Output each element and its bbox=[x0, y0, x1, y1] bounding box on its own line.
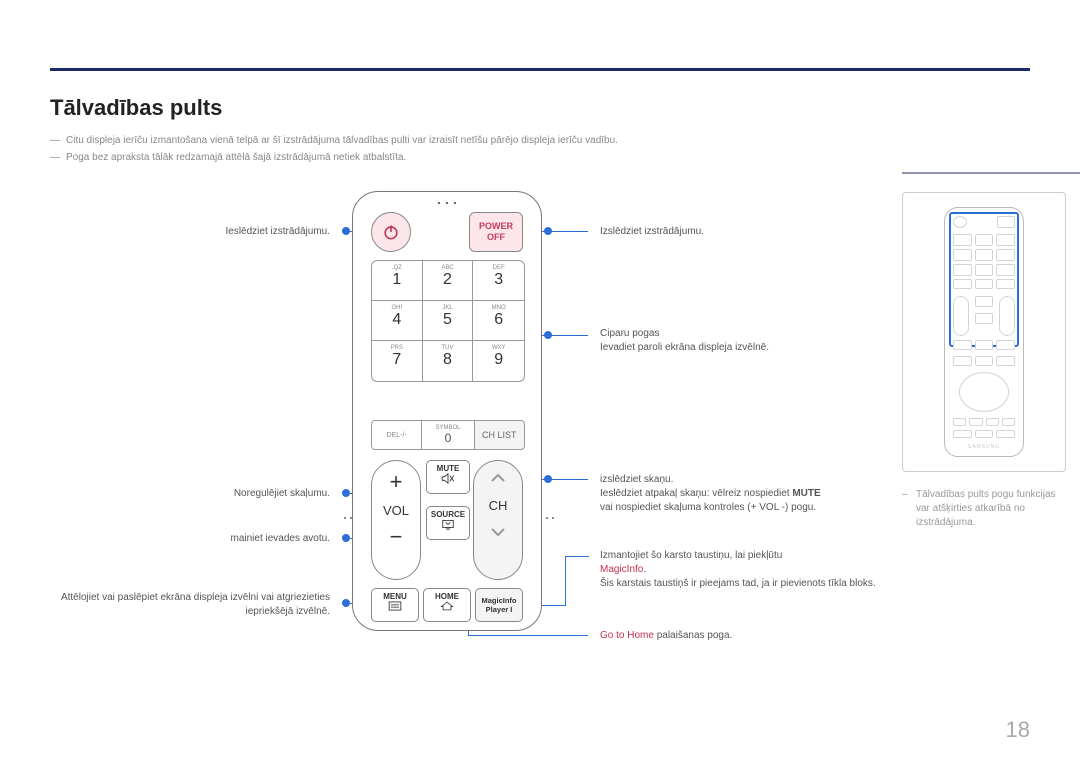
channel-rocker[interactable]: CH bbox=[473, 460, 523, 580]
chevron-down-icon bbox=[474, 527, 522, 540]
leader-dot bbox=[342, 599, 350, 607]
digit-2[interactable]: ABC2 bbox=[423, 261, 474, 301]
digit-7[interactable]: PRS7 bbox=[372, 341, 423, 381]
chevron-up-icon bbox=[474, 473, 522, 486]
callout-home: Go to Home palaišanas poga. bbox=[600, 629, 880, 643]
top-rule bbox=[50, 68, 1030, 71]
menu-icon bbox=[372, 601, 418, 614]
source-icon bbox=[427, 519, 469, 533]
callout-power-off: Izslēdziet izstrādājumu. bbox=[600, 225, 880, 239]
page-number: 18 bbox=[1006, 717, 1030, 743]
side-panel: SAMSUNG Tālvadības pults pogu funkcijas … bbox=[902, 172, 1080, 530]
remote-diagram: Ieslēdziet izstrādājumu. Noregulējiet sk… bbox=[50, 191, 1030, 661]
extra-row: DEL-/- SYMBOL 0 CH LIST bbox=[371, 420, 525, 450]
callout-menu: Attēlojiet vai paslēpiet ekrāna displeja… bbox=[50, 591, 330, 619]
digit-6[interactable]: MNO6 bbox=[473, 301, 524, 341]
vol-down-icon: − bbox=[372, 524, 420, 550]
digit-8[interactable]: TUV8 bbox=[423, 341, 474, 381]
callout-digits: Ciparu pogas Ievadiet paroli ekrāna disp… bbox=[600, 327, 880, 355]
callout-volume: Noregulējiet skaļumu. bbox=[50, 487, 330, 501]
home-button[interactable]: HOME bbox=[423, 588, 471, 622]
power-off-button[interactable]: POWER OFF bbox=[469, 212, 523, 252]
vol-up-icon: + bbox=[372, 461, 420, 495]
number-pad: .QZ1 ABC2 DEF3 GHI4 JKL5 MNO6 PRS7 TUV8 … bbox=[371, 260, 525, 382]
digit-4[interactable]: GHI4 bbox=[372, 301, 423, 341]
brand-label: SAMSUNG bbox=[945, 444, 1023, 450]
note-2: Poga bez apraksta tālāk redzamajā attēlā… bbox=[50, 152, 1030, 163]
side-note: Tālvadības pults pogu funkcijas var atšķ… bbox=[902, 488, 1072, 530]
leader-dot bbox=[342, 489, 350, 497]
callout-source: mainiet ievades avotu. bbox=[50, 532, 330, 546]
digit-3[interactable]: DEF3 bbox=[473, 261, 524, 301]
remote-preview: SAMSUNG bbox=[902, 192, 1066, 472]
remote-body: POWER OFF .QZ1 ABC2 DEF3 GHI4 JKL5 MNO6 … bbox=[352, 191, 542, 631]
page-title: Tālvadības pults bbox=[50, 95, 1030, 121]
callout-digits-l2: Ievadiet paroli ekrāna displeja izvēlnē. bbox=[600, 342, 769, 353]
digit-1[interactable]: .QZ1 bbox=[372, 261, 423, 301]
volume-rocker[interactable]: + VOL − bbox=[371, 460, 421, 580]
mute-button[interactable]: MUTE bbox=[426, 460, 470, 494]
source-button[interactable]: SOURCE bbox=[426, 506, 470, 540]
magicinfo-button[interactable]: MagicInfo Player I bbox=[475, 588, 523, 622]
callout-mute: izslēdziet skaņu. Ieslēdziet atpakaļ ska… bbox=[600, 473, 880, 515]
home-icon bbox=[424, 601, 470, 614]
power-on-button[interactable] bbox=[371, 212, 411, 252]
side-rule bbox=[902, 172, 1080, 174]
ir-dots bbox=[438, 202, 456, 204]
mute-icon bbox=[427, 473, 469, 487]
digit-9[interactable]: WXY9 bbox=[473, 341, 524, 381]
leader-dot bbox=[342, 534, 350, 542]
symbol-button[interactable]: SYMBOL 0 bbox=[422, 420, 473, 450]
menu-button[interactable]: MENU bbox=[371, 588, 419, 622]
chlist-button[interactable]: CH LIST bbox=[474, 420, 525, 450]
digit-5[interactable]: JKL5 bbox=[423, 301, 474, 341]
note-1: Citu displeja ierīču izmantošana vienā t… bbox=[50, 135, 1030, 146]
power-icon bbox=[381, 222, 401, 242]
callout-power-on: Ieslēdziet izstrādājumu. bbox=[50, 225, 330, 239]
del-button[interactable]: DEL-/- bbox=[371, 420, 422, 450]
mini-remote: SAMSUNG bbox=[944, 207, 1024, 457]
callout-magicinfo: Izmantojiet šo karsto taustiņu, lai piek… bbox=[600, 549, 880, 591]
callout-digits-l1: Ciparu pogas bbox=[600, 328, 659, 339]
leader-dot bbox=[342, 227, 350, 235]
